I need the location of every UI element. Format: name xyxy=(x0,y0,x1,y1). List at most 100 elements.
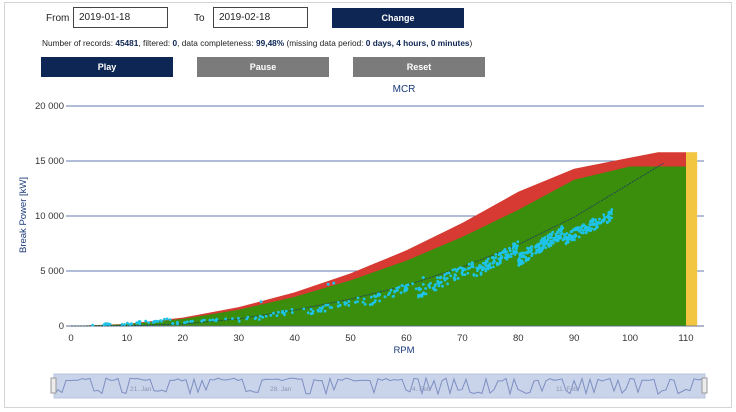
scatter-point xyxy=(317,309,320,313)
scatter-point xyxy=(481,268,485,271)
scatter-point xyxy=(438,276,442,280)
scatter-point xyxy=(544,239,548,243)
scatter-point xyxy=(610,216,613,220)
scatter-point xyxy=(607,217,611,220)
scatter-point xyxy=(593,227,597,231)
x-tick-label: 60 xyxy=(401,333,412,344)
scatter-point xyxy=(461,269,465,273)
scatter-point xyxy=(512,249,516,253)
scatter-point xyxy=(472,273,476,277)
scatter-point xyxy=(560,232,564,235)
scatter-point xyxy=(586,226,590,229)
scatter-point xyxy=(259,300,263,304)
scatter-point xyxy=(269,313,273,317)
scatter-point xyxy=(446,282,449,286)
scatter-point xyxy=(580,231,583,235)
scatter-point xyxy=(537,242,540,246)
scatter-point xyxy=(529,250,532,254)
info-filtered-label: , filtered: xyxy=(138,38,173,48)
scatter-point xyxy=(537,245,541,249)
scatter-point xyxy=(421,276,425,280)
scatter-point xyxy=(392,294,395,298)
scatter-point xyxy=(560,225,564,228)
scatter-point xyxy=(343,301,347,305)
y-tick-label: 10 000 xyxy=(35,211,64,222)
scatter-point xyxy=(543,236,547,240)
scatter-point xyxy=(534,245,538,249)
scatter-point xyxy=(272,311,275,315)
scatter-point xyxy=(264,314,268,318)
scatter-point xyxy=(526,246,530,250)
scatter-point xyxy=(458,266,462,270)
scatter-point xyxy=(579,227,583,231)
scatter-point xyxy=(302,307,306,311)
scatter-point xyxy=(522,254,525,258)
reset-button[interactable]: Reset xyxy=(353,57,485,77)
scatter-point xyxy=(588,223,592,226)
scatter-point xyxy=(494,253,498,256)
scatter-point xyxy=(347,304,351,307)
scatter-point xyxy=(370,302,374,306)
scatter-point xyxy=(576,228,580,232)
play-button[interactable]: Play xyxy=(41,57,173,77)
scatter-point xyxy=(601,219,605,223)
scatter-point xyxy=(519,252,523,256)
navigator-date-label: 28. Jan xyxy=(270,386,292,393)
scatter-point xyxy=(428,285,432,289)
x-tick-label: 0 xyxy=(68,333,73,344)
navigator-left-handle[interactable] xyxy=(50,377,57,394)
scatter-point xyxy=(481,265,485,269)
scatter-point xyxy=(282,311,286,315)
scatter-point xyxy=(328,306,332,309)
scatter-point xyxy=(120,323,124,326)
scatter-point xyxy=(151,321,155,324)
missing-period: 0 days, 4 hours, 0 minutes xyxy=(365,38,470,48)
scatter-point xyxy=(453,268,457,271)
scatter-point xyxy=(429,281,432,285)
scatter-point xyxy=(608,219,611,223)
scatter-point xyxy=(467,266,471,270)
scatter-point xyxy=(347,300,351,303)
scatter-point xyxy=(147,321,151,324)
change-button[interactable]: Change xyxy=(332,8,464,28)
scatter-point xyxy=(363,302,367,306)
scatter-point xyxy=(338,303,342,307)
records-info: Number of records: 45481, filtered: 0, d… xyxy=(42,38,472,48)
scatter-point xyxy=(486,267,490,271)
scatter-point xyxy=(419,287,422,291)
scatter-point xyxy=(492,265,495,269)
x-tick-label: 30 xyxy=(233,333,244,344)
scatter-point xyxy=(224,317,228,321)
navigator-right-handle[interactable] xyxy=(701,377,708,394)
scatter-point xyxy=(445,277,449,280)
y-tick-label: 20 000 xyxy=(35,101,64,112)
scatter-point xyxy=(603,215,606,219)
scatter-point xyxy=(542,243,546,247)
from-date-input[interactable] xyxy=(73,7,168,28)
scatter-point xyxy=(156,320,160,323)
scatter-point xyxy=(566,238,570,242)
scatter-point xyxy=(436,276,439,280)
scatter-point xyxy=(560,227,563,231)
scatter-point xyxy=(484,267,488,271)
scatter-point xyxy=(395,286,399,290)
scatter-point xyxy=(438,281,441,285)
scatter-point xyxy=(401,284,404,287)
to-date-input[interactable] xyxy=(213,7,308,28)
scatter-point xyxy=(582,228,585,232)
scatter-point xyxy=(337,301,340,304)
scatter-point xyxy=(126,321,129,325)
scatter-point xyxy=(554,235,558,239)
scatter-point xyxy=(548,232,552,236)
scatter-point xyxy=(191,319,194,323)
pause-button[interactable]: Pause xyxy=(197,57,329,77)
scatter-point xyxy=(404,284,408,287)
time-navigator[interactable]: 21. Jan 28. Jan 4. Feb 11. Feb xyxy=(50,373,708,399)
scatter-point xyxy=(521,261,525,265)
scatter-point xyxy=(309,307,313,311)
scatter-point xyxy=(369,295,373,299)
scatter-point xyxy=(456,277,460,280)
records-count: 45481 xyxy=(115,38,139,48)
propeller-curve xyxy=(70,162,664,327)
